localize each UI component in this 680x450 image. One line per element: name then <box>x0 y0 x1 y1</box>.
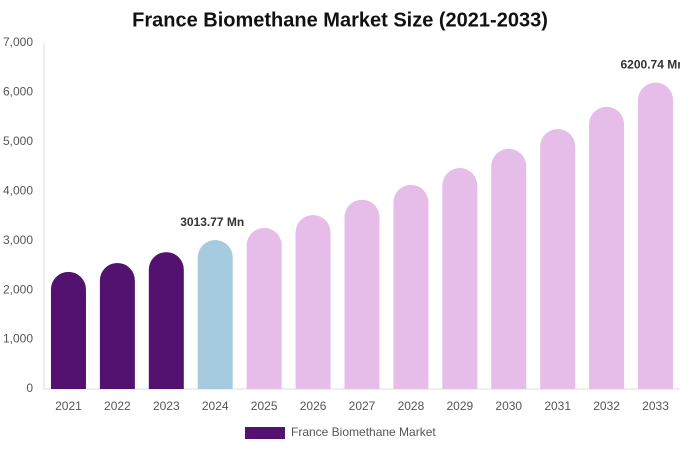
bar <box>393 184 429 389</box>
x-tick-label: 2026 <box>300 399 327 413</box>
x-tick-label: 2032 <box>593 399 620 413</box>
y-tick-label: 1,000 <box>3 332 33 346</box>
x-tick-label: 2031 <box>544 399 571 413</box>
bar <box>246 227 282 389</box>
y-tick-label: 6,000 <box>3 85 33 99</box>
data-label: 3013.77 Mn <box>180 215 244 229</box>
bar <box>344 199 380 389</box>
x-tick-label: 2025 <box>251 399 278 413</box>
y-tick-label: 7,000 <box>3 35 33 49</box>
x-tick-label: 2030 <box>495 399 522 413</box>
y-tick-label: 5,000 <box>3 134 33 148</box>
legend-swatch <box>245 427 285 439</box>
bar <box>99 262 135 389</box>
x-tick-label: 2023 <box>153 399 180 413</box>
y-tick-label: 0 <box>26 381 33 395</box>
y-tick-label: 2,000 <box>3 282 33 296</box>
y-tick-label: 4,000 <box>3 183 33 197</box>
bar <box>295 215 331 389</box>
x-tick-label: 2029 <box>446 399 473 413</box>
x-tick-label: 2024 <box>202 399 229 413</box>
bar <box>589 106 625 390</box>
bar <box>540 129 576 389</box>
chart-title: France Biomethane Market Size (2021-2033… <box>132 9 548 31</box>
bar <box>197 240 233 389</box>
data-label: 6200.74 Mn <box>621 58 680 72</box>
x-tick-label: 2021 <box>55 399 82 413</box>
legend-label: France Biomethane Market <box>291 425 436 439</box>
y-tick-label: 3,000 <box>3 233 33 247</box>
bar <box>442 168 478 389</box>
bar <box>148 252 184 389</box>
bar <box>638 82 674 389</box>
bar <box>491 148 527 389</box>
x-tick-label: 2033 <box>642 399 669 413</box>
x-tick-label: 2028 <box>398 399 425 413</box>
x-tick-label: 2022 <box>104 399 131 413</box>
bar <box>50 271 86 389</box>
x-tick-label: 2027 <box>349 399 376 413</box>
